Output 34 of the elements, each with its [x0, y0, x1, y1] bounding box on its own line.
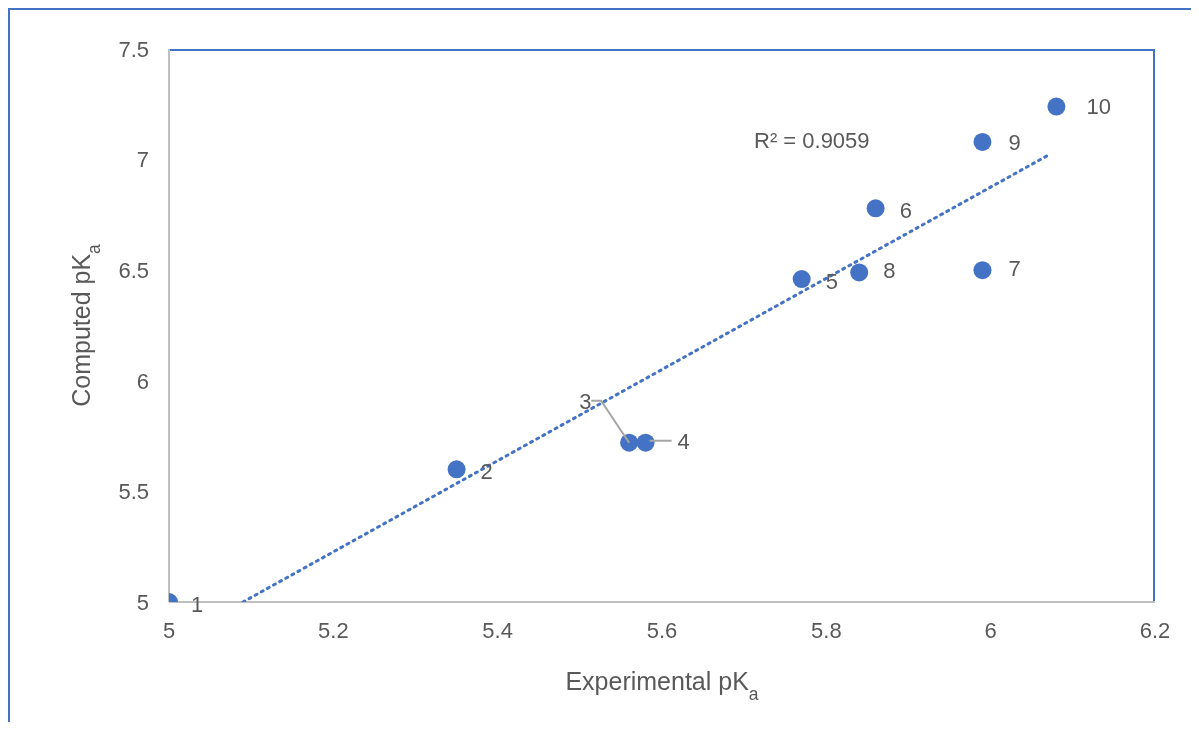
x-tick-label: 5.8: [811, 617, 842, 643]
annotation: R² = 0.9059: [754, 128, 870, 154]
point: [636, 433, 655, 452]
y-tick-label: 7.5: [118, 36, 149, 62]
y-tick-label: 7: [136, 147, 149, 173]
annotation: 6: [899, 198, 912, 224]
y-tick-label: 5: [136, 589, 149, 615]
annotation: 7: [1008, 256, 1021, 282]
point: [866, 199, 885, 218]
annotation: 9: [1008, 129, 1021, 155]
point: [973, 132, 992, 151]
x-tick-label: 5.4: [482, 617, 513, 643]
y-tick-label: 6.5: [118, 258, 149, 284]
point: [447, 460, 466, 479]
point: [792, 270, 811, 289]
point: [973, 261, 992, 280]
x-tick-label: 5.6: [646, 617, 678, 643]
annotation: 1: [191, 591, 204, 617]
annotation: 4: [677, 428, 690, 454]
y-tick-label: 5.5: [118, 479, 149, 505]
point: [620, 433, 639, 452]
point: [1047, 97, 1066, 116]
x-tick-label: 5.2: [318, 617, 349, 643]
x-tick-label: 6.2: [1139, 617, 1171, 643]
annotation: 10: [1086, 94, 1111, 120]
annotation: 5: [825, 268, 838, 294]
annotation: 3: [579, 388, 592, 414]
x-axis-title: Experimental pK$_{a}$: [565, 667, 759, 704]
x-tick-label: 6: [984, 617, 997, 643]
y-tick-label: 6: [136, 368, 149, 394]
annotation: 8: [883, 258, 896, 284]
x-tick-label: 5: [162, 617, 176, 643]
annotation: 2: [480, 459, 493, 485]
point: [850, 263, 869, 282]
